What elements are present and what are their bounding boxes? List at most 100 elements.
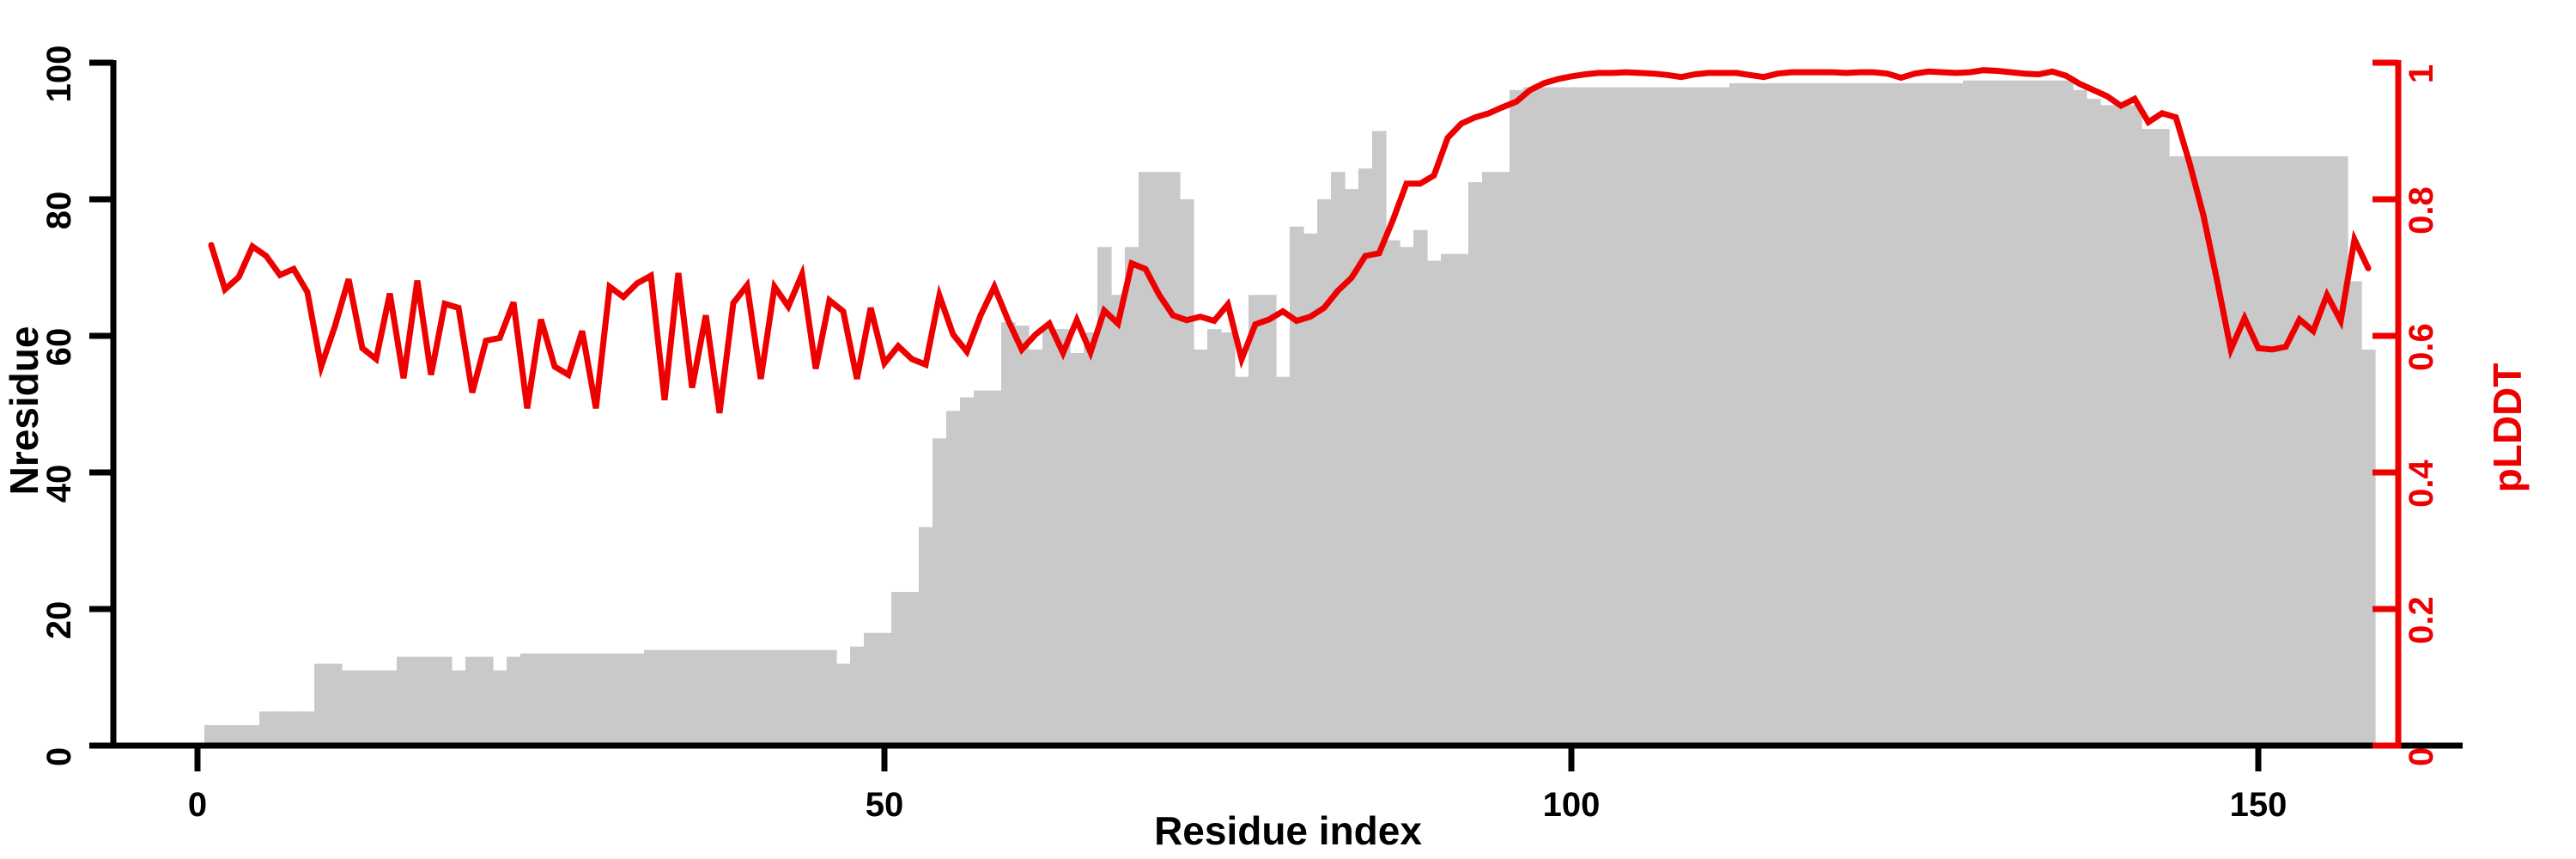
nresidue-bar <box>1400 247 1414 746</box>
nresidue-bar <box>534 653 549 746</box>
nresidue-bar <box>1935 82 1950 746</box>
nresidue-bar <box>1894 82 1909 746</box>
nresidue-bar <box>2183 155 2197 746</box>
nresidue-bar <box>836 663 851 746</box>
left-axis-tick-label: 20 <box>40 601 78 640</box>
nresidue-bar <box>1880 82 1895 746</box>
nresidue-bar <box>974 390 988 746</box>
right-axis-tick-label: 0.2 <box>2403 596 2440 644</box>
nresidue-bar <box>1345 189 1359 746</box>
nresidue-bar <box>1757 82 1771 746</box>
nresidue-bar <box>520 653 535 746</box>
nresidue-bar <box>1111 295 1126 746</box>
bottom-axis-tick-label: 150 <box>2230 786 2287 824</box>
nresidue-bar <box>1262 295 1277 746</box>
nresidue-bar <box>452 670 466 746</box>
plddt-line <box>208 67 2372 414</box>
nresidue-bar <box>1441 253 1455 746</box>
nresidue-bar <box>424 656 439 746</box>
nresidue-bar <box>314 663 329 746</box>
nresidue-bar <box>1661 87 1675 746</box>
nresidue-bar <box>438 656 453 746</box>
nresidue-bar <box>2059 80 2074 746</box>
nresidue-bar <box>1317 199 1332 746</box>
nresidue-bar <box>630 653 645 746</box>
nresidue-bar <box>1358 168 1373 746</box>
nresidue-bar <box>1097 247 1112 746</box>
nresidue-bar <box>2114 105 2129 746</box>
plddt-line-group <box>208 67 2372 414</box>
nresidue-bar <box>1152 172 1167 746</box>
nresidue-bar <box>781 649 796 746</box>
nresidue-bar <box>1427 260 1442 746</box>
nresidue-bar <box>1784 82 1799 746</box>
nresidue-bar <box>2251 155 2266 746</box>
nresidue-bar <box>246 725 260 746</box>
nresidue-bar <box>1510 89 1524 746</box>
nresidue-bar <box>1702 87 1716 746</box>
nresidue-bar <box>1688 87 1703 746</box>
nresidue-bar <box>2293 155 2307 746</box>
nresidue-bar <box>397 656 411 746</box>
nresidue-bar <box>891 592 906 746</box>
nresidue-bar <box>2169 155 2184 746</box>
nresidue-bar <box>1221 332 1236 746</box>
nresidue-bar <box>699 649 714 746</box>
nresidue-bar <box>1853 82 1868 746</box>
bottom-axis-tick-label: 50 <box>866 786 904 824</box>
nresidue-bar <box>671 649 686 746</box>
nresidue-bar <box>987 390 1002 746</box>
nresidue-bar <box>273 711 288 746</box>
left-axis-tick-label: 0 <box>40 747 78 766</box>
nresidue-bar <box>1977 80 1991 746</box>
nresidue-bar <box>1070 352 1084 746</box>
left-axis-tick-label: 60 <box>40 328 78 367</box>
nresidue-bar <box>1290 226 1304 746</box>
nresidue-bar <box>1372 131 1387 746</box>
nresidue-bar <box>1084 332 1098 746</box>
nresidue-bar <box>1207 329 1222 746</box>
nresidue-bar <box>809 649 823 746</box>
nresidue-bar <box>493 670 507 746</box>
x-axis-title: Residue index <box>1154 808 1422 853</box>
right-axis-tick-label: 0.8 <box>2403 186 2440 235</box>
nresidue-bar <box>2100 105 2115 746</box>
right-axis-tick-label: 0 <box>2403 747 2440 766</box>
nresidue-bar <box>685 649 700 746</box>
nresidue-bar <box>1729 82 1744 746</box>
nresidue-bar <box>1523 87 1538 746</box>
nresidue-bar <box>1716 87 1730 746</box>
nresidue-bar <box>960 397 975 746</box>
nresidue-bar <box>2128 105 2142 746</box>
nresidue-bar <box>2142 129 2156 746</box>
nresidue-bar <box>2279 155 2293 746</box>
nresidue-bar <box>2320 155 2335 746</box>
nresidue-bar <box>1606 87 1620 746</box>
nresidue-bar <box>1537 87 1552 746</box>
nresidue-bar <box>1592 87 1607 746</box>
nresidue-bar <box>1056 329 1071 746</box>
nresidue-bar <box>1180 199 1194 746</box>
nresidue-bar <box>1990 80 2005 746</box>
nresidue-bar <box>2265 155 2280 746</box>
nresidue-bar <box>603 653 617 746</box>
nresidue-bar <box>301 711 315 746</box>
nresidue-bar <box>919 527 933 746</box>
nresidue-bar <box>1042 329 1057 746</box>
right-axis-tick-label: 1 <box>2403 64 2440 83</box>
nresidue-bar <box>644 649 659 746</box>
nresidue-bar <box>1331 172 1346 746</box>
nresidue-bar <box>369 670 384 746</box>
nresidue-bar <box>1386 240 1400 746</box>
nresidue-bar <box>342 670 356 746</box>
nresidue-bar <box>740 649 755 746</box>
nresidue-bar <box>1249 295 1263 746</box>
nresidue-bar <box>1908 82 1923 746</box>
left-axis-tick-label: 100 <box>40 46 78 103</box>
nresidue-bar <box>2238 155 2252 746</box>
bottom-axis-tick-label: 0 <box>188 786 207 824</box>
nresidue-bar <box>465 656 480 746</box>
nresidue-bar <box>850 646 865 746</box>
nresidue-bar <box>864 632 878 746</box>
